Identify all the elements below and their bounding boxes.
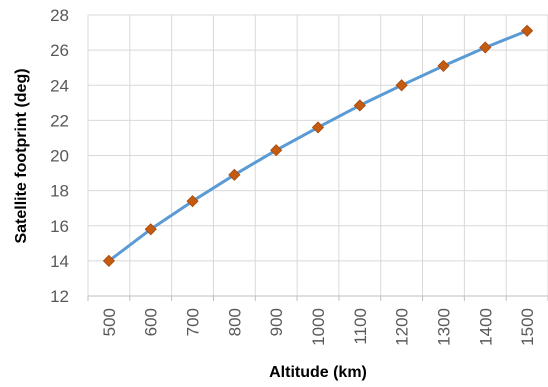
x-tick-label: 1000 — [309, 308, 328, 346]
data-point-marker — [395, 79, 408, 92]
y-tick-label: 14 — [50, 252, 69, 271]
x-tick-label: 1400 — [476, 308, 495, 346]
data-point-marker — [270, 144, 283, 157]
tick-labels: 12 14 16 18 20 22 24 26 28 500 600 700 800 900 1000 110… — [50, 6, 537, 346]
y-tick-label: 20 — [50, 147, 69, 166]
data-point-marker — [437, 59, 450, 72]
data-point-marker — [228, 168, 241, 181]
data-point-marker — [521, 24, 534, 37]
y-tick-label: 24 — [50, 76, 69, 95]
y-tick-label: 12 — [50, 287, 69, 306]
data-point-marker — [186, 195, 199, 208]
x-tick-label: 800 — [225, 308, 244, 336]
data-point-marker — [311, 121, 325, 134]
data-point-marker — [102, 254, 115, 267]
data-point-marker — [479, 41, 492, 54]
y-tick-label: 16 — [50, 217, 69, 236]
x-axis-title: Altitude (km) — [269, 364, 367, 381]
grid — [87, 14, 548, 296]
series-layer — [102, 24, 534, 267]
y-tick-label: 28 — [50, 6, 69, 25]
y-tick-label: 26 — [50, 41, 69, 60]
data-point-marker — [144, 223, 157, 236]
x-tick-label: 1100 — [351, 308, 370, 345]
axes — [87, 295, 548, 301]
x-tick-label: 700 — [184, 308, 203, 336]
x-tick-label: 500 — [100, 308, 119, 336]
x-tick-label: 1500 — [518, 308, 537, 346]
x-tick-label: 1200 — [393, 308, 412, 346]
data-point-marker — [353, 99, 366, 112]
x-tick-label: 900 — [267, 308, 286, 336]
x-tick-label: 600 — [142, 308, 161, 336]
x-tick-label: 1300 — [434, 308, 453, 346]
y-axis-title: Satellite footprint (deg) — [13, 68, 30, 243]
y-tick-label: 18 — [50, 182, 69, 201]
y-tick-label: 22 — [50, 111, 69, 130]
